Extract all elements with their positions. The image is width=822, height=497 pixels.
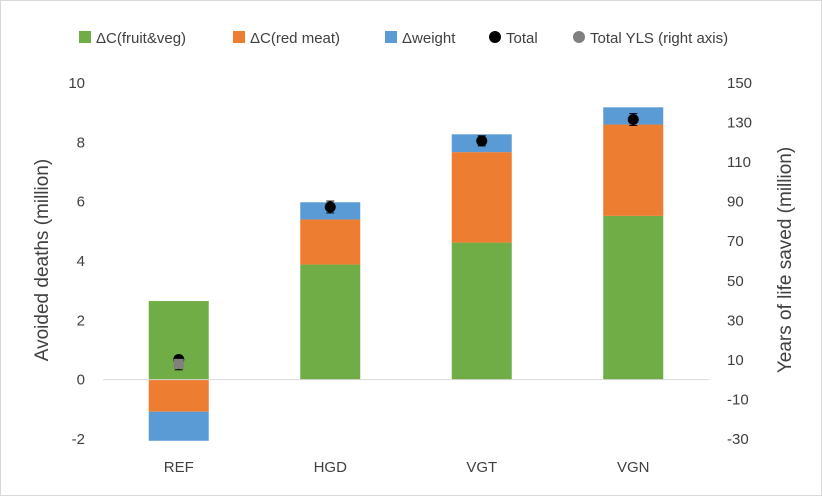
point-marker	[173, 358, 184, 369]
legend-swatch	[79, 31, 91, 43]
legend-label: Total	[506, 30, 538, 47]
x-tick-label: VGN	[617, 459, 650, 476]
bar-segment	[451, 242, 512, 380]
y-left-tick-label: -2	[72, 431, 85, 448]
y-right-tick-label: 50	[727, 273, 744, 290]
x-tick-label: REF	[164, 459, 194, 476]
legend-label: ΔC(red meat)	[250, 30, 340, 47]
y-right-tick-label: 10	[727, 352, 744, 369]
bars	[148, 107, 664, 441]
y-right-tick-label: -30	[727, 431, 749, 448]
axes: -2 0 2 4 6 8 10 -30 -10 10 30 50 70 90 110 130 150 REF HGD…	[68, 75, 752, 476]
bar-segment	[300, 264, 361, 380]
legend-marker	[489, 31, 501, 43]
y-left-tick-label: 2	[77, 312, 85, 329]
y-right-tick-label: 90	[727, 194, 744, 211]
y-left-tick-label: 8	[77, 134, 85, 151]
point-marker	[627, 113, 639, 125]
y-left-tick-label: 0	[77, 372, 85, 389]
legend-swatch	[233, 31, 245, 43]
bar-segment	[300, 219, 361, 265]
bar-segment	[451, 152, 512, 243]
point-marker	[324, 201, 336, 213]
y-right-tick-label: 70	[727, 233, 744, 250]
y-left-tick-label: 6	[77, 194, 85, 211]
y-right-tick-label: 130	[727, 115, 752, 132]
bar-segment	[603, 215, 664, 380]
y-right-tick-label: 150	[727, 75, 752, 92]
y-axis-left-title: Avoided deaths (million)	[32, 159, 53, 361]
y-right-tick-label: 30	[727, 312, 744, 329]
point-marker	[476, 135, 488, 147]
legend-label: Total YLS (right axis)	[590, 30, 728, 47]
y-right-tick-label: 110	[727, 154, 751, 171]
bar-segment	[148, 411, 209, 441]
y-left-tick-label: 10	[68, 75, 85, 92]
legend: ΔC(fruit&veg) ΔC(red meat) Δweight Total Tot…	[79, 30, 728, 47]
y-left-tick-label: 4	[77, 253, 85, 270]
bar-segment	[603, 124, 664, 216]
x-tick-label: VGT	[466, 459, 497, 476]
legend-label: Δweight	[402, 30, 456, 47]
x-tick-label: HGD	[314, 459, 348, 476]
legend-label: ΔC(fruit&veg)	[96, 30, 186, 47]
points	[173, 113, 639, 371]
legend-marker	[573, 31, 585, 43]
bar-segment	[148, 379, 209, 412]
legend-swatch	[385, 31, 397, 43]
y-axis-right-title: Years of life saved (million)	[775, 147, 796, 373]
y-right-tick-label: -10	[727, 391, 749, 408]
